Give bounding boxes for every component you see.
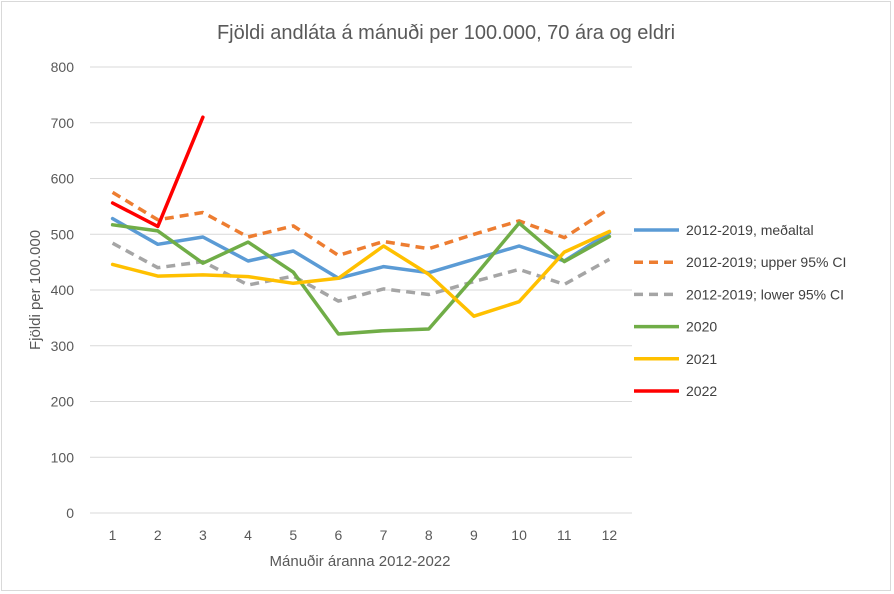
legend-label: 2022 — [686, 383, 717, 399]
x-axis-label: Mánuðir áranna 2012-2022 — [270, 553, 451, 570]
series-line-5 — [110, 115, 205, 229]
x-tick-label: 6 — [335, 527, 343, 543]
chart-title: Fjöldi andláta á mánuði per 100.000, 70 … — [217, 22, 675, 44]
y-tick-label: 500 — [51, 226, 75, 242]
x-tick-label: 10 — [511, 527, 527, 543]
series-lines — [110, 115, 612, 336]
y-tick-label: 200 — [51, 394, 75, 410]
legend-label: 2012-2019; upper 95% CI — [686, 254, 846, 270]
y-tick-label: 300 — [51, 338, 75, 354]
series-line-4 — [110, 229, 612, 318]
series-line-0 — [110, 216, 612, 281]
gridlines — [90, 66, 632, 514]
y-axis-label: Fjöldi per 100.000 — [27, 230, 44, 350]
y-tick-label: 800 — [51, 59, 75, 75]
y-tick-label: 0 — [66, 505, 74, 521]
series-line-3 — [110, 221, 612, 336]
y-tick-label: 700 — [51, 115, 75, 131]
x-tick-labels: 1 2 3 4 5 6 7 8 9 10 11 12 — [109, 527, 618, 543]
series-line-2 — [111, 241, 611, 303]
x-tick-label: 12 — [602, 527, 618, 543]
x-tick-label: 9 — [470, 527, 478, 543]
x-tick-label: 11 — [557, 527, 572, 543]
x-tick-label: 7 — [380, 527, 388, 543]
x-tick-label: 3 — [199, 527, 207, 543]
y-tick-label: 100 — [51, 449, 75, 465]
legend-label: 2021 — [686, 351, 717, 367]
x-tick-label: 8 — [425, 527, 433, 543]
y-tick-label: 400 — [51, 282, 75, 298]
legend-label: 2012-2019, meðaltal — [686, 222, 814, 238]
legend-label: 2012-2019; lower 95% CI — [686, 286, 844, 302]
x-tick-label: 1 — [109, 527, 117, 543]
legend-label: 2020 — [686, 319, 717, 335]
series-line-1 — [111, 190, 611, 258]
x-tick-label: 2 — [154, 527, 162, 543]
x-tick-label: 4 — [244, 527, 252, 543]
x-tick-label: 5 — [289, 527, 297, 543]
legend: 2012-2019, meðaltal 2012-2019; upper 95% … — [634, 222, 846, 399]
y-tick-label: 600 — [51, 171, 75, 187]
y-tick-labels: 0 100 200 300 400 500 600 700 800 — [51, 59, 75, 521]
